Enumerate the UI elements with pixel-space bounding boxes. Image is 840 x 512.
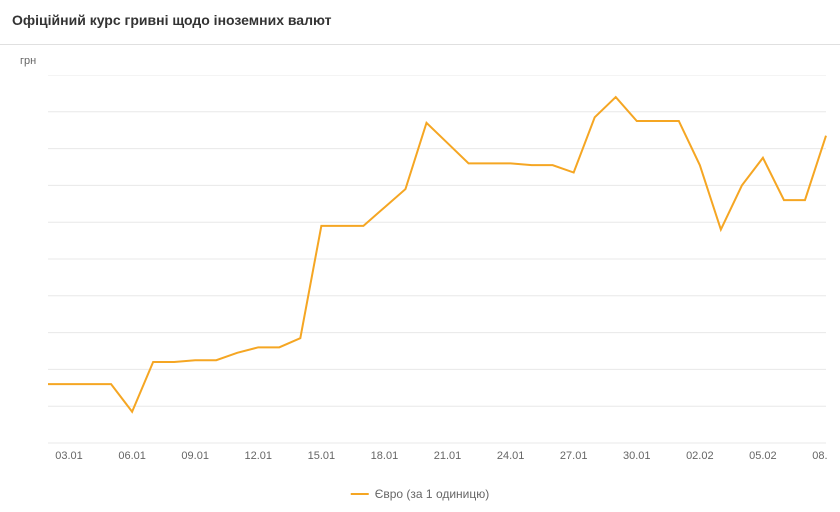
x-tick-label: 05.02 [749,450,777,462]
x-tick-label: 08.02 [812,450,828,462]
x-tick-label: 18.01 [371,450,399,462]
x-tick-label: 24.01 [497,450,525,462]
chart-container: Офіційний курс гривні щодо іноземних вал… [0,0,840,512]
x-tick-label: 27.01 [560,450,588,462]
x-tick-label: 02.02 [686,450,714,462]
legend-swatch [351,493,369,495]
y-axis-unit: грн [20,55,36,67]
x-tick-label: 09.01 [181,450,209,462]
x-tick-label: 12.01 [245,450,273,462]
chart-area: грн 30,630,83131,231,431,631,83232,232,4… [0,44,840,512]
x-tick-label: 21.01 [434,450,462,462]
x-tick-label: 06.01 [118,450,146,462]
x-tick-label: 30.01 [623,450,651,462]
chart-plot: 30,630,83131,231,431,631,83232,232,432,6… [48,75,828,465]
legend-label: Євро (за 1 одиницю) [375,487,490,501]
series-line [48,97,826,412]
x-tick-label: 15.01 [308,450,336,462]
chart-title: Офіційний курс гривні щодо іноземних вал… [12,12,331,28]
x-tick-label: 03.01 [55,450,83,462]
legend: Євро (за 1 одиницю) [351,487,490,501]
